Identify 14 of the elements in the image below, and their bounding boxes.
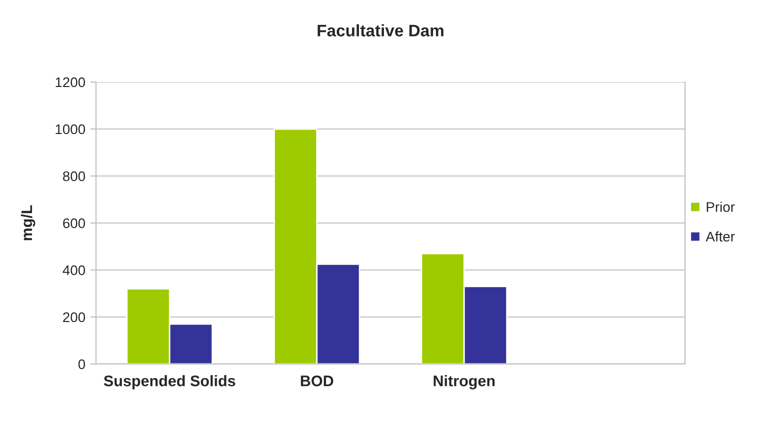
y-tick-label: 200 — [63, 312, 86, 322]
x-tick-label: BOD — [300, 376, 334, 386]
y-axis-title: mg/L — [20, 205, 36, 240]
legend-label: Prior — [706, 202, 735, 212]
y-tick-label: 1000 — [56, 124, 86, 134]
x-tick-label: Suspended Solids — [104, 375, 236, 390]
chart-title: Facultative Dam — [318, 24, 444, 36]
legend-label: After — [706, 231, 735, 242]
y-tick-label: 600 — [63, 218, 86, 228]
y-tick-label: 0 — [78, 359, 86, 370]
y-tick-label: 800 — [63, 171, 86, 182]
x-tick-label: Nitrogen — [434, 375, 495, 390]
y-tick-label: 1200 — [56, 77, 86, 88]
y-tick-label: 400 — [62, 265, 86, 276]
